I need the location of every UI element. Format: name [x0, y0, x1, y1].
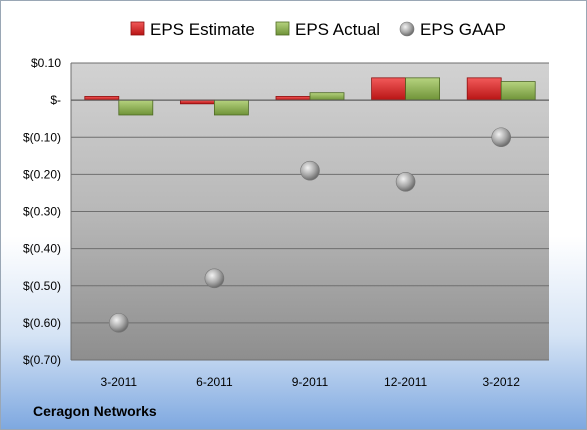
- eps-gaap-point: [491, 127, 512, 148]
- x-tick-label: 9-2011: [292, 375, 329, 389]
- eps-gaap-point: [395, 172, 416, 192]
- legend-label: EPS Estimate: [150, 20, 255, 39]
- eps-actual-bar: [213, 99, 249, 116]
- eps-actual-bar: [118, 99, 154, 116]
- eps-gaap-point: [300, 160, 320, 181]
- company-name: Ceragon Networks: [33, 403, 157, 419]
- eps-estimate-bar: [275, 96, 311, 101]
- legend-actual-swatch-icon: [275, 21, 290, 36]
- x-tick-label: 6-2011: [196, 375, 233, 389]
- y-tick-label: $(0.40): [23, 242, 61, 256]
- y-tick-label: $-: [50, 93, 61, 107]
- legend-eps-gaap: EPS GAAP: [399, 20, 506, 39]
- legend-eps-actual: EPS Actual: [275, 20, 380, 39]
- y-axis: $0.10 $- $(0.10) $(0.20) $(0.30) $(0.40) $(0.5…: [23, 56, 61, 367]
- y-tick-label: $(0.50): [23, 279, 61, 293]
- y-tick-label: $(0.10): [23, 130, 61, 144]
- legend-gaap-swatch-icon: [399, 21, 415, 37]
- x-tick-label: 3-2012: [483, 375, 521, 389]
- eps-gaap-point: [204, 268, 225, 289]
- y-tick-label: $(0.70): [23, 353, 61, 367]
- legend-label: EPS Actual: [295, 20, 380, 39]
- eps-estimate-bar: [179, 99, 215, 105]
- eps-actual-bar: [500, 81, 536, 101]
- y-tick-label: $(0.20): [23, 167, 61, 181]
- x-axis: 3-2011 6-2011 9-2011 12-2011 3-2012: [101, 375, 521, 389]
- y-tick-label: $(0.30): [23, 205, 61, 219]
- legend-eps-estimate: EPS Estimate: [130, 20, 255, 39]
- y-tick-label: $0.10: [31, 56, 61, 70]
- eps-actual-bar: [309, 92, 345, 101]
- legend-estimate-swatch-icon: [130, 21, 145, 36]
- eps-estimate-bar: [84, 96, 120, 101]
- x-tick-label: 3-2011: [101, 375, 138, 389]
- eps-estimate-bar: [371, 77, 407, 101]
- x-tick-label: 12-2011: [384, 375, 427, 389]
- gaap-points: [109, 127, 512, 333]
- y-tick-label: $(0.60): [23, 316, 61, 330]
- eps-actual-bar: [405, 77, 441, 101]
- bars: [71, 77, 549, 116]
- legend: EPS Estimate EPS Actual EPS GAAP: [130, 20, 506, 39]
- legend-label: EPS GAAP: [420, 20, 506, 39]
- eps-estimate-bar: [466, 77, 502, 101]
- eps-gaap-point: [109, 313, 129, 333]
